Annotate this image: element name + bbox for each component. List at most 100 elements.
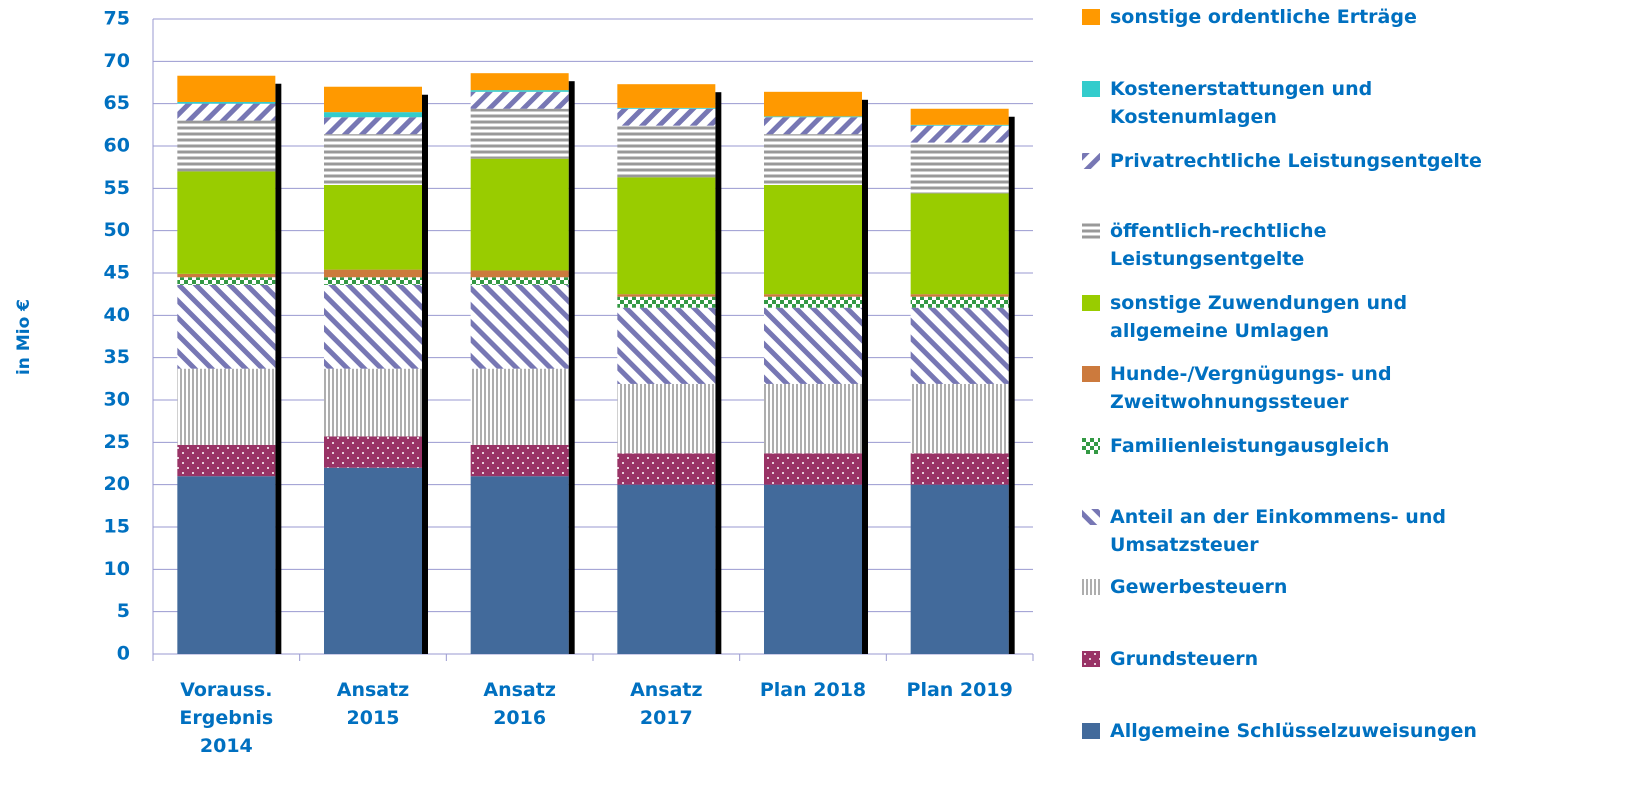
legend-entry: Hunde-/Vergnügungs- und Zweitwohnungsste…	[1082, 360, 1412, 416]
x-tick-label: Ansatz 2015	[336, 679, 410, 729]
legend-swatch	[1082, 223, 1100, 239]
legend-swatch-fill	[1082, 579, 1100, 595]
bar-segment	[617, 383, 716, 454]
y-tick-label: 25	[104, 431, 130, 453]
bar-segment	[617, 307, 716, 384]
bar-segment	[764, 116, 862, 118]
bar-segment	[617, 296, 716, 308]
legend-swatch	[1082, 651, 1100, 667]
bar-segment	[910, 484, 1009, 654]
bar-segment	[910, 125, 1009, 143]
bar-segment	[764, 134, 862, 185]
legend-entry: sonstige Zuwendungen und allgemeine Umla…	[1082, 289, 1442, 345]
legend-entry: Kostenerstattungen und Kostenumlagen	[1082, 75, 1412, 131]
bar-segment	[177, 277, 276, 285]
x-tick-label: Ansatz 2016	[483, 679, 556, 729]
bar-segment	[910, 453, 1009, 485]
legend-label: Familienleistungausgleich	[1110, 435, 1390, 457]
bar-segment	[470, 91, 569, 109]
x-tick-label: Ansatz 2017	[630, 679, 703, 729]
legend-swatch	[1082, 295, 1100, 311]
legend-label: Privatrechtliche Leistungsentgelte	[1110, 150, 1482, 172]
bar-segment	[470, 90, 569, 92]
y-tick-label: 35	[104, 346, 130, 368]
bar-segment	[617, 108, 716, 126]
bar-segment	[470, 444, 569, 477]
bar-segment	[177, 273, 276, 278]
legend-swatch-fill	[1082, 223, 1100, 239]
bar-segment	[324, 86, 422, 113]
y-tick-label: 10	[104, 558, 130, 580]
legend-label: Kostenerstattungen und Kostenumlagen	[1110, 78, 1373, 128]
x-tick-label: Vorauss. Ergebnis 2014	[179, 679, 274, 757]
legend-entry: Gewerbesteuern	[1082, 573, 1602, 601]
bar-segment	[910, 193, 1009, 295]
legend-swatch-fill	[1082, 81, 1100, 97]
y-tick-label: 5	[117, 600, 130, 622]
legend-swatch	[1082, 81, 1100, 97]
y-tick-label: 30	[104, 389, 130, 411]
y-tick-label: 70	[104, 50, 130, 72]
legend-swatch-fill	[1082, 509, 1100, 525]
legend-swatch-fill	[1082, 723, 1100, 739]
bar-segment	[910, 124, 1009, 126]
bar-shadow	[422, 94, 428, 654]
bar-segment	[910, 296, 1009, 308]
bar-segment	[177, 476, 276, 654]
legend-label: sonstige ordentliche Erträge	[1110, 6, 1417, 28]
legend-swatch	[1082, 9, 1100, 25]
y-tick-label: 45	[104, 262, 130, 284]
y-tick-label: 50	[104, 219, 130, 241]
legend-swatch-fill	[1082, 651, 1100, 667]
bar-segment	[470, 270, 569, 278]
bar-shadow	[275, 83, 282, 654]
bar-segment	[617, 484, 716, 654]
bar-segment	[177, 75, 276, 102]
bar-segment	[324, 467, 422, 654]
legend-entry: Anteil an der Einkommens- und Umsatzsteu…	[1082, 503, 1512, 559]
bar-segment	[324, 368, 422, 437]
legend-label: sonstige Zuwendungen und allgemeine Umla…	[1110, 292, 1408, 342]
bar-segment	[617, 84, 716, 108]
legend-entry: sonstige ordentliche Erträge	[1082, 3, 1602, 31]
bar-segment	[324, 112, 422, 118]
legend-label: Hunde-/Vergnügungs- und Zweitwohnungsste…	[1110, 363, 1392, 413]
x-tick-label: Plan 2018	[759, 679, 867, 701]
legend-swatch-fill	[1082, 366, 1100, 382]
bar-segment	[470, 368, 569, 445]
legend-entry: Grundsteuern	[1082, 645, 1602, 673]
legend-swatch	[1082, 579, 1100, 595]
legend-entry: Allgemeine Schlüsselzuweisungen	[1082, 717, 1602, 745]
bar-segment	[764, 453, 862, 485]
bar-shadow	[1008, 116, 1015, 655]
bar-segment	[324, 277, 422, 285]
bar-segment	[324, 184, 422, 270]
bar-segment	[470, 284, 569, 369]
x-tick-label: Plan 2019	[906, 679, 1013, 701]
legend-swatch-fill	[1082, 9, 1100, 25]
bar-segment	[764, 484, 862, 654]
y-tick-label: 20	[104, 473, 130, 495]
bar-segment	[324, 436, 422, 468]
bar-segment	[324, 284, 422, 369]
bar-segment	[617, 107, 716, 109]
bar-segment	[470, 108, 569, 159]
y-tick-label: 75	[104, 8, 130, 30]
bar-segment	[324, 134, 422, 185]
bar-segment	[764, 184, 862, 295]
bar-segment	[324, 117, 422, 135]
legend-swatch	[1082, 153, 1100, 169]
legend-swatch-fill	[1082, 295, 1100, 311]
legend-swatch	[1082, 509, 1100, 525]
y-tick-label: 40	[104, 304, 130, 326]
bar-segment	[910, 108, 1009, 125]
legend-swatch	[1082, 438, 1100, 454]
legend-label: Allgemeine Schlüsselzuweisungen	[1110, 720, 1477, 742]
bar-shadow	[862, 99, 868, 654]
legend-swatch	[1082, 366, 1100, 382]
bar-segment	[764, 307, 862, 384]
bar-segment	[177, 101, 276, 104]
bar-segment	[910, 307, 1009, 384]
legend-swatch-fill	[1082, 438, 1100, 454]
